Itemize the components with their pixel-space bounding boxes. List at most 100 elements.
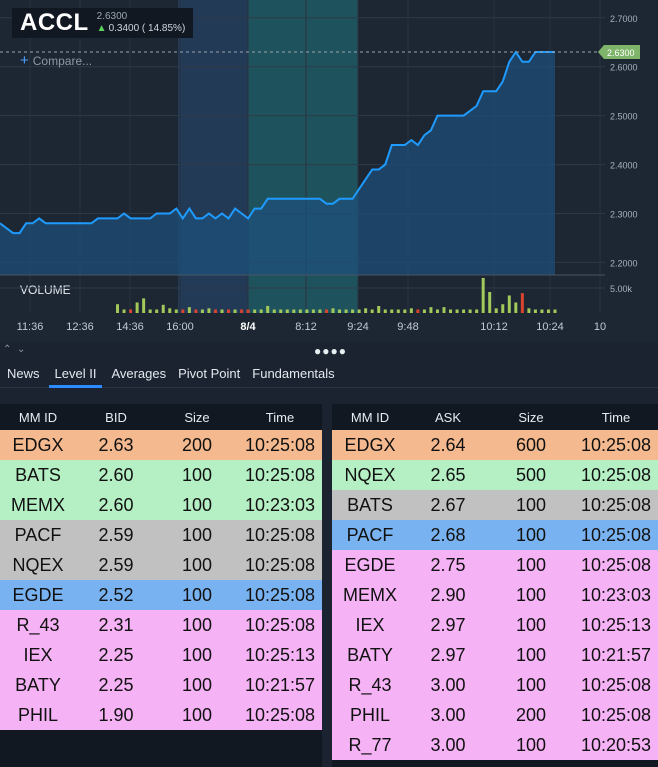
ask-row[interactable]: BATY 2.97 100 10:21:57: [332, 640, 658, 670]
bid-mm: PHIL: [17, 704, 59, 725]
ask-mm: EGDE: [344, 554, 396, 575]
ask-size: 100: [515, 524, 547, 545]
bid-row[interactable]: EGDE 2.52 100 10:25:08: [0, 580, 322, 610]
volume-bar: [403, 309, 407, 313]
volume-bar: [324, 309, 328, 313]
ask-price: 2.64: [430, 434, 466, 455]
volume-bar: [279, 309, 283, 313]
x-tick-label: 10:12: [480, 321, 508, 333]
ask-col-time[interactable]: Time: [601, 409, 631, 425]
volume-bar: [507, 295, 511, 313]
ask-price: 2.75: [430, 554, 466, 575]
volume-bar: [148, 309, 152, 313]
chevron-down-icon[interactable]: ⌄: [17, 344, 26, 355]
ask-time: 10:25:08: [580, 554, 652, 575]
bid-size: 100: [181, 464, 213, 485]
bid-col-time[interactable]: Time: [265, 409, 295, 425]
volume-bar: [135, 302, 139, 313]
ask-row[interactable]: EDGX 2.64 600 10:25:08: [332, 430, 658, 460]
tab-pivot-point[interactable]: Pivot Point: [178, 366, 241, 381]
ask-col-size[interactable]: Size: [518, 409, 544, 425]
volume-bar: [364, 308, 368, 313]
ask-mm: PACF: [346, 524, 394, 545]
volume-bar: [292, 309, 296, 313]
ask-row[interactable]: R_43 3.00 100 10:25:08: [332, 670, 658, 700]
volume-bar: [311, 309, 315, 313]
ask-price: 3.00: [430, 674, 466, 695]
bid-col-price[interactable]: BID: [105, 409, 127, 425]
ask-size: 100: [515, 614, 547, 635]
bid-time: 10:25:08: [244, 434, 316, 455]
ask-row[interactable]: IEX 2.97 100 10:25:13: [332, 610, 658, 640]
price-chart[interactable]: 2.7000 2.6000 2.5000 2.4000 2.3000 2.2000 2.63…: [0, 0, 658, 342]
drag-handle-icon[interactable]: ●●●●: [314, 344, 347, 358]
volume-bar: [370, 309, 374, 313]
bid-mm: BATS: [15, 464, 61, 485]
bid-time: 10:25:08: [244, 464, 316, 485]
bid-price: 1.90: [98, 704, 134, 725]
volume-bar: [553, 309, 557, 313]
x-tick-label: 9:48: [397, 321, 418, 333]
x-tick-label: 10: [594, 321, 606, 333]
ask-col-price[interactable]: ASK: [434, 409, 461, 425]
bid-row[interactable]: IEX 2.25 100 10:25:13: [0, 640, 322, 670]
ticker-price: 2.6300: [96, 11, 128, 22]
volume-bar: [285, 309, 289, 313]
ask-mm: MEMX: [343, 584, 397, 605]
volume-bar: [494, 308, 498, 313]
tab-fundamentals[interactable]: Fundamentals: [252, 366, 335, 381]
bid-row[interactable]: NQEX 2.59 100 10:25:08: [0, 550, 322, 580]
ask-row[interactable]: EGDE 2.75 100 10:25:08: [332, 550, 658, 580]
bid-row[interactable]: R_43 2.31 100 10:25:08: [0, 610, 322, 640]
volume-bar: [213, 309, 217, 313]
ask-time: 10:25:08: [580, 674, 652, 695]
volume-bar: [422, 309, 426, 313]
volume-bar: [338, 309, 342, 313]
bid-size: 100: [181, 644, 213, 665]
volume-bar: [259, 309, 263, 313]
ticker-symbol: ACCL: [20, 9, 89, 36]
ask-row[interactable]: BATS 2.67 100 10:25:08: [332, 490, 658, 520]
bid-time: 10:25:08: [244, 524, 316, 545]
volume-tick-label: 5.00k: [610, 284, 633, 294]
bid-row[interactable]: PACF 2.59 100 10:25:08: [0, 520, 322, 550]
volume-bar: [429, 307, 433, 313]
ask-row[interactable]: PHIL 3.00 200 10:25:08: [332, 700, 658, 730]
ask-row[interactable]: NQEX 2.65 500 10:25:08: [332, 460, 658, 490]
volume-bar: [168, 308, 172, 313]
ask-price: 2.65: [430, 464, 466, 485]
bid-col-mm[interactable]: MM ID: [18, 409, 58, 425]
arrow-up-icon: ▲: [96, 23, 107, 34]
volume-bar: [194, 309, 198, 313]
volume-bar: [161, 304, 165, 313]
bid-row[interactable]: MEMX 2.60 100 10:23:03: [0, 490, 322, 520]
bid-row[interactable]: BATY 2.25 100 10:21:57: [0, 670, 322, 700]
bid-size: 100: [181, 674, 213, 695]
ask-col-mm[interactable]: MM ID: [350, 409, 390, 425]
bid-row[interactable]: BATS 2.60 100 10:25:08: [0, 460, 322, 490]
ask-price: 2.67: [430, 494, 466, 515]
bid-row[interactable]: PHIL 1.90 100 10:25:08: [0, 700, 322, 730]
bid-row[interactable]: EDGX 2.63 200 10:25:08: [0, 430, 322, 460]
volume-bar: [462, 309, 466, 313]
bid-price: 2.25: [98, 644, 134, 665]
volume-bar: [501, 304, 505, 313]
bid-col-size[interactable]: Size: [184, 409, 210, 425]
bid-size: 100: [181, 554, 213, 575]
ask-row[interactable]: PACF 2.68 100 10:25:08: [332, 520, 658, 550]
bid-mm: NQEX: [12, 554, 64, 575]
tab-news[interactable]: News: [7, 366, 40, 381]
tab-level-ii[interactable]: Level II: [48, 362, 103, 388]
bid-size: 100: [181, 524, 213, 545]
bid-book: MM ID BID Size Time EDGX 2.63 200 10:25:08 B…: [0, 404, 322, 767]
ask-size: 100: [515, 674, 547, 695]
y-tick-label: 2.5000: [610, 112, 638, 122]
ask-row[interactable]: MEMX 2.90 100 10:23:03: [332, 580, 658, 610]
panel-tab-bar: ⌃ ⌄ ●●●● News Level II Averages Pivot Point…: [0, 342, 658, 388]
chevron-up-icon[interactable]: ⌃: [3, 344, 12, 355]
volume-bar: [253, 309, 257, 313]
chart-canvas[interactable]: 2.7000 2.6000 2.5000 2.4000 2.3000 2.2000 2.63…: [0, 0, 658, 342]
ask-row[interactable]: R_77 3.00 100 10:20:53: [332, 730, 658, 760]
tab-averages[interactable]: Averages: [111, 366, 167, 381]
compare-button[interactable]: + Compare...: [20, 52, 92, 69]
